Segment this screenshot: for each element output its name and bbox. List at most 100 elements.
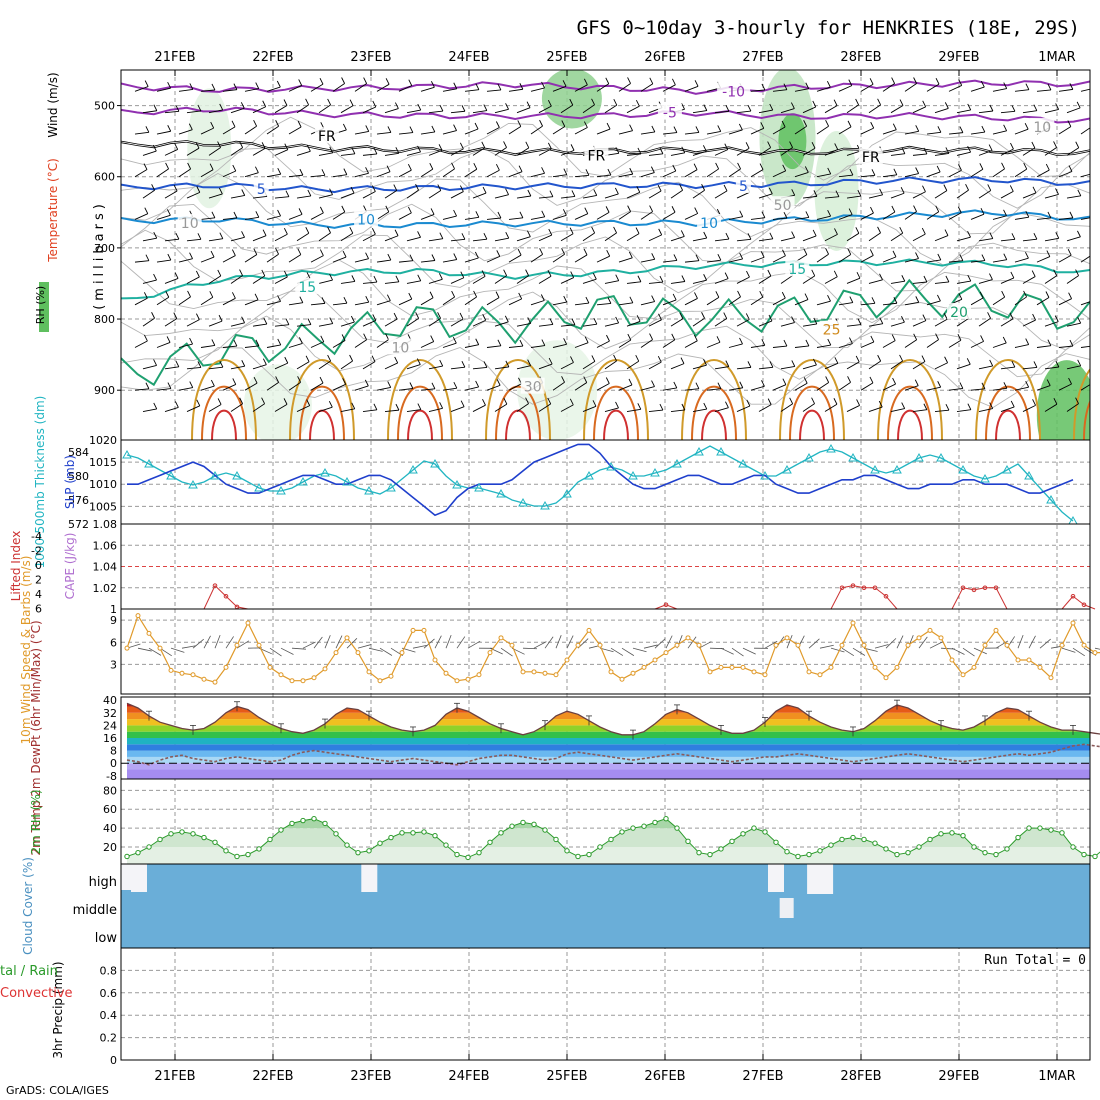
wind-speed-point [256,642,262,648]
wind-speed-point [498,635,504,641]
wind-barb [384,152,399,156]
rh-point [366,848,372,854]
wind-barb [164,149,178,156]
wind-barb [222,384,236,391]
wind-barb [200,385,215,391]
thickness-marker [716,446,726,456]
wind-barb [758,109,773,114]
wind-barb-flag [570,271,575,278]
rh-band [127,828,1090,847]
wind-barb [494,403,508,412]
wind-barb-flag [835,190,840,197]
wind-barb [142,317,155,327]
thickness-marker [936,452,946,462]
wind-barb [582,232,595,242]
wind-barb [428,365,443,370]
rh-tick-label: 40 [103,822,117,835]
wind-barb [684,169,698,178]
wind-barb-flag [789,397,794,405]
wind-barb-flag [957,206,962,213]
wind-barb [494,108,509,114]
rh-point [256,846,262,852]
wind-speed-point [707,669,713,675]
wind-barb [978,365,993,370]
wind-barb-flag [899,99,904,106]
wind-barb-flag [980,335,985,342]
surface-wind-barb [412,644,427,649]
wind-barb [640,131,655,135]
side-label-rh: RH (%) [34,286,47,324]
wind-barb-flag [759,290,764,298]
rh-point [729,838,735,845]
wind-barb-flag [1091,294,1094,300]
wind-barb-flag [306,399,311,406]
wind-barb [662,299,677,306]
wind-speed-point [619,676,625,682]
contour-label-bg [947,302,971,319]
wind-barb-flag [637,147,642,155]
wind-barb [420,388,435,391]
wind-barb [274,324,289,327]
wind-barb [582,278,597,284]
wind-barb-flag [635,355,640,362]
wind-barb-flag [761,380,765,387]
wind-speed-point [575,642,581,648]
wind-speed-point [597,642,603,648]
wind-barb-flag [475,83,480,90]
wind-barb-flag [329,317,334,324]
wind-barb-flag [189,252,193,259]
wind-barb [780,403,793,412]
wind-barb [288,126,302,135]
temp-contour--5 [121,106,1090,124]
wind-barb-flag [363,77,368,84]
wind-barb-flag [459,185,464,192]
wind-barb [310,83,324,92]
wind-barb [1058,126,1072,135]
wind-barb-flag [913,77,918,84]
wind-barb [318,232,331,242]
wind-barb [802,364,817,370]
slp-tick-label: 1010 [89,478,117,491]
slp-axis-label: SLP (mb) [63,455,77,509]
axis-layer: 21FEB21FEB22FEB22FEB23FEB23FEB24FEB24FEB… [0,50,1091,1084]
wind-barb-flag [584,207,589,214]
rh-point [278,827,284,833]
li-tick-label: 2 [35,574,42,587]
wind-barb [670,189,683,199]
wind-barb-flag [217,141,222,148]
precip-legend-convective: Convective [0,986,73,1001]
wind-barb [376,300,391,306]
wind-barb [1000,366,1015,370]
rh-point [828,842,834,848]
wind-barb-flag [1032,186,1037,194]
wind-barb-flag [988,144,993,151]
wind-barb [384,108,399,114]
wind-barb-flag [649,333,653,340]
cape-axis-label: CAPE (J/kg) [63,533,77,600]
wind-barb-flag [673,381,678,389]
wind-barb [340,105,354,114]
wind-barb-flag [241,360,246,367]
wind-barb-flag [174,401,179,408]
wind-barb-flag [1092,340,1095,346]
wind-barb-flag [211,211,216,219]
wind-speed-point [146,630,152,636]
contour-label-bg [717,82,751,99]
wind-barb-flag [768,314,773,322]
wind-barb-flag [561,376,565,383]
wind-barb-flag [1002,336,1007,344]
wind-barb-flag [349,99,354,106]
wind-speed-point [608,669,614,675]
wind-barb [164,406,179,412]
wind-barb [486,127,500,135]
precip-tick-label: 0.8 [100,964,118,977]
wind-barb-flag [944,229,949,236]
wind-barb [208,238,223,242]
wind-barb [956,409,971,412]
wind-barb [780,365,795,370]
wind-speed-point [531,669,537,675]
wind-barb-flag [526,230,531,237]
wind-barb-flag [548,357,553,365]
wind-barb-flag [525,397,529,404]
wind-barb [714,278,729,284]
